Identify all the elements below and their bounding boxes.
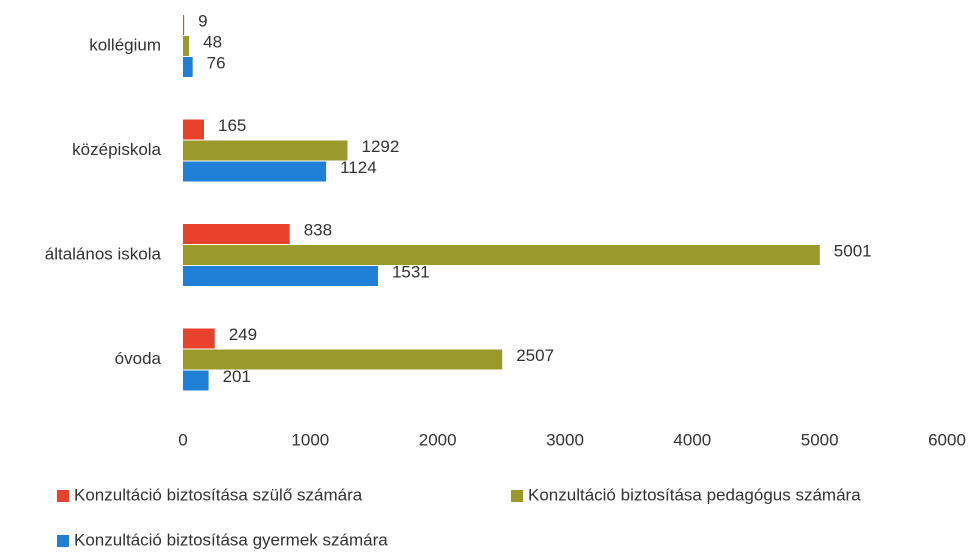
data-label: 201 [223,367,251,386]
bar [183,36,190,56]
data-label: 76 [207,53,226,72]
y-tick-label: általános iskola [45,244,162,263]
bar [183,224,290,244]
legend-swatch [511,490,523,502]
x-tick-label: 1000 [291,430,329,449]
x-tick-label: 3000 [546,430,584,449]
legend-label: Konzultáció biztosítása gyermek számára [74,530,388,549]
data-label: 165 [218,116,246,135]
bar [183,266,378,286]
legend-label: Konzultáció biztosítása pedagógus számár… [528,485,861,504]
bar [183,328,215,349]
data-label: 249 [229,325,257,344]
y-tick-label: kollégium [89,35,161,54]
x-tick-label: 6000 [928,430,966,449]
x-tick-label: 0 [178,430,187,449]
x-tick-label: 4000 [673,430,711,449]
data-label: 2507 [516,346,554,365]
data-label: 838 [304,220,332,239]
bar [183,245,820,265]
x-tick-label: 5000 [801,430,839,449]
x-tick-label: 2000 [419,430,457,449]
bar [183,57,193,77]
data-label: 5001 [834,241,872,260]
data-label: 1292 [362,137,400,156]
bar [183,349,503,370]
legend-swatch [57,535,69,547]
legend-label: Konzultáció biztosítása szülő számára [74,485,363,504]
y-tick-label: középiskola [72,140,161,159]
data-label: 1124 [340,158,377,177]
y-tick-label: óvoda [115,349,162,368]
bar [183,161,327,182]
data-label: 1531 [392,262,430,281]
data-label: 48 [203,32,222,51]
bar [183,140,348,161]
legend-swatch [57,490,69,502]
bar [183,119,205,140]
bar [183,370,209,391]
data-label: 9 [198,11,207,30]
bar [183,15,185,35]
